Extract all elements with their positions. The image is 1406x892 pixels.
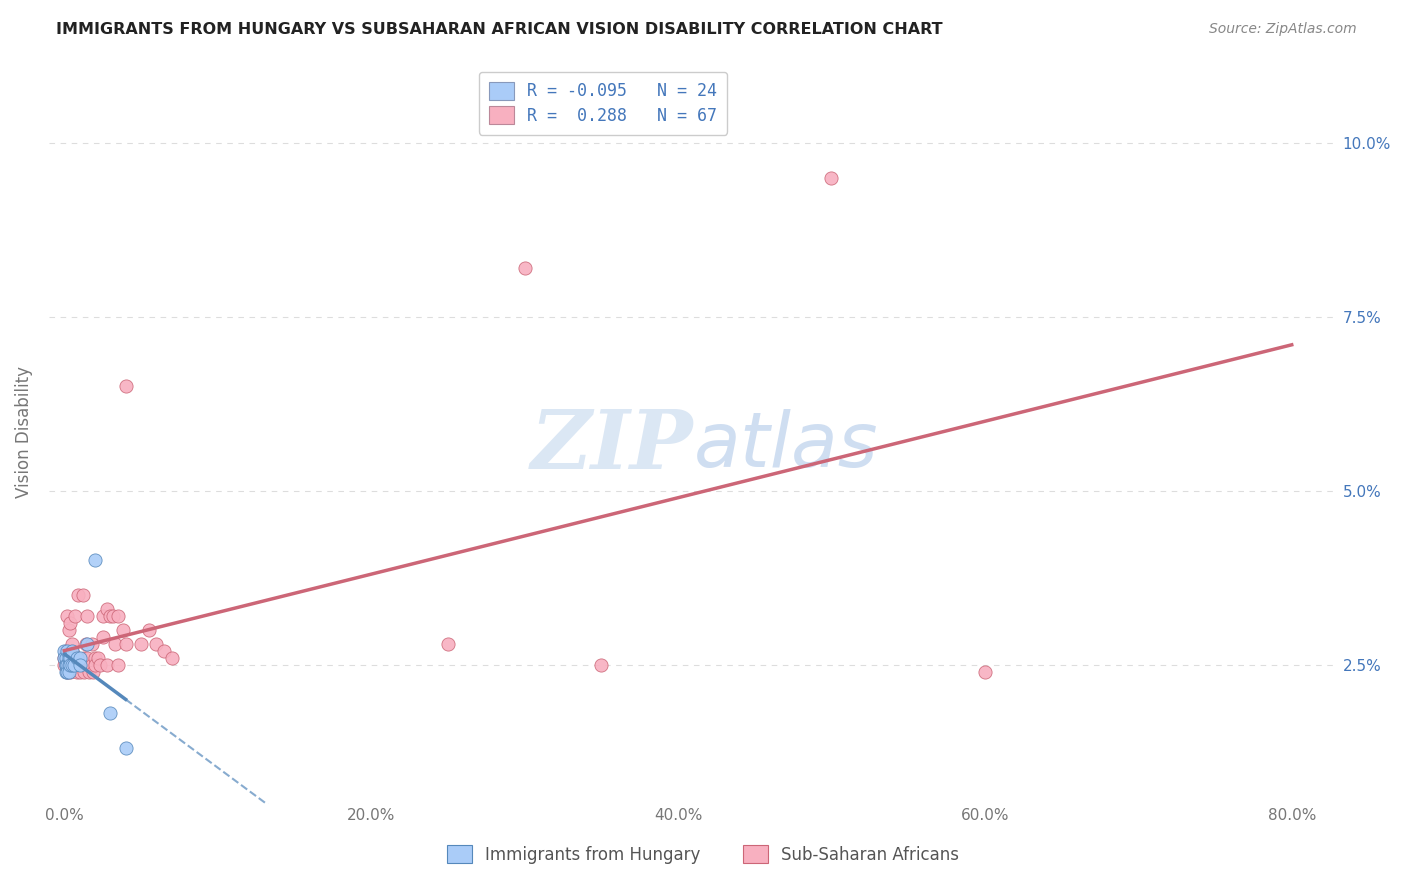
Point: [56, 657, 79, 672]
Point: [820, 170, 842, 185]
Point: [129, 637, 152, 651]
Point: [59, 657, 82, 672]
Point: [87, 650, 110, 665]
Point: [111, 623, 134, 637]
Point: [59, 650, 82, 665]
Point: [114, 379, 136, 393]
Point: [153, 643, 176, 657]
Point: [160, 650, 183, 665]
Point: [56, 665, 79, 679]
Point: [98, 706, 121, 721]
Point: [513, 261, 536, 276]
Point: [58, 665, 80, 679]
Point: [72, 588, 94, 602]
Legend: Immigrants from Hungary, Sub-Saharan Africans: Immigrants from Hungary, Sub-Saharan Afr…: [440, 838, 966, 871]
Text: Source: ZipAtlas.com: Source: ZipAtlas.com: [1209, 22, 1357, 37]
Point: [63, 608, 86, 623]
Y-axis label: Vision Disability: Vision Disability: [15, 366, 32, 498]
Point: [60, 637, 83, 651]
Point: [73, 665, 96, 679]
Point: [58, 650, 80, 665]
Point: [80, 657, 103, 672]
Point: [67, 588, 90, 602]
Point: [591, 657, 613, 672]
Text: ZIP: ZIP: [530, 407, 693, 486]
Point: [56, 665, 79, 679]
Point: [58, 657, 80, 672]
Point: [103, 608, 125, 623]
Legend: R = -0.095   N = 24, R =  0.288   N = 67: R = -0.095 N = 24, R = 0.288 N = 67: [479, 71, 727, 135]
Point: [53, 650, 76, 665]
Point: [60, 643, 83, 657]
Point: [58, 623, 80, 637]
Point: [76, 650, 98, 665]
Point: [69, 650, 91, 665]
Point: [62, 657, 84, 672]
Point: [973, 665, 995, 679]
Point: [91, 630, 114, 644]
Point: [114, 637, 136, 651]
Point: [55, 657, 77, 672]
Point: [82, 665, 104, 679]
Point: [56, 608, 79, 623]
Text: IMMIGRANTS FROM HUNGARY VS SUBSAHARAN AFRICAN VISION DISABILITY CORRELATION CHAR: IMMIGRANTS FROM HUNGARY VS SUBSAHARAN AF…: [56, 22, 943, 37]
Point: [60, 657, 83, 672]
Point: [107, 657, 129, 672]
Point: [437, 637, 460, 651]
Point: [76, 637, 98, 651]
Point: [60, 643, 83, 657]
Point: [80, 637, 103, 651]
Point: [55, 643, 77, 657]
Text: atlas: atlas: [693, 409, 877, 483]
Point: [62, 657, 84, 672]
Point: [56, 650, 79, 665]
Point: [59, 650, 82, 665]
Point: [55, 657, 77, 672]
Point: [84, 553, 107, 567]
Point: [96, 657, 118, 672]
Point: [65, 665, 87, 679]
Point: [89, 657, 111, 672]
Point: [75, 637, 97, 651]
Point: [62, 650, 84, 665]
Point: [55, 665, 77, 679]
Point: [56, 643, 79, 657]
Point: [63, 657, 86, 672]
Point: [56, 657, 79, 672]
Point: [59, 657, 82, 672]
Point: [67, 650, 90, 665]
Point: [104, 637, 127, 651]
Point: [91, 608, 114, 623]
Point: [53, 650, 76, 665]
Point: [69, 665, 91, 679]
Point: [55, 650, 77, 665]
Point: [55, 650, 77, 665]
Point: [58, 657, 80, 672]
Point: [76, 608, 98, 623]
Point: [55, 657, 77, 672]
Point: [72, 657, 94, 672]
Point: [53, 643, 76, 657]
Point: [58, 650, 80, 665]
Point: [65, 657, 87, 672]
Point: [59, 615, 82, 630]
Point: [145, 637, 167, 651]
Point: [53, 657, 76, 672]
Point: [69, 657, 91, 672]
Point: [114, 741, 136, 756]
Point: [84, 650, 107, 665]
Point: [77, 665, 100, 679]
Point: [69, 657, 91, 672]
Point: [65, 650, 87, 665]
Point: [84, 657, 107, 672]
Point: [60, 657, 83, 672]
Point: [96, 602, 118, 616]
Point: [58, 657, 80, 672]
Point: [73, 650, 96, 665]
Point: [138, 623, 160, 637]
Point: [98, 608, 121, 623]
Point: [59, 665, 82, 679]
Point: [107, 608, 129, 623]
